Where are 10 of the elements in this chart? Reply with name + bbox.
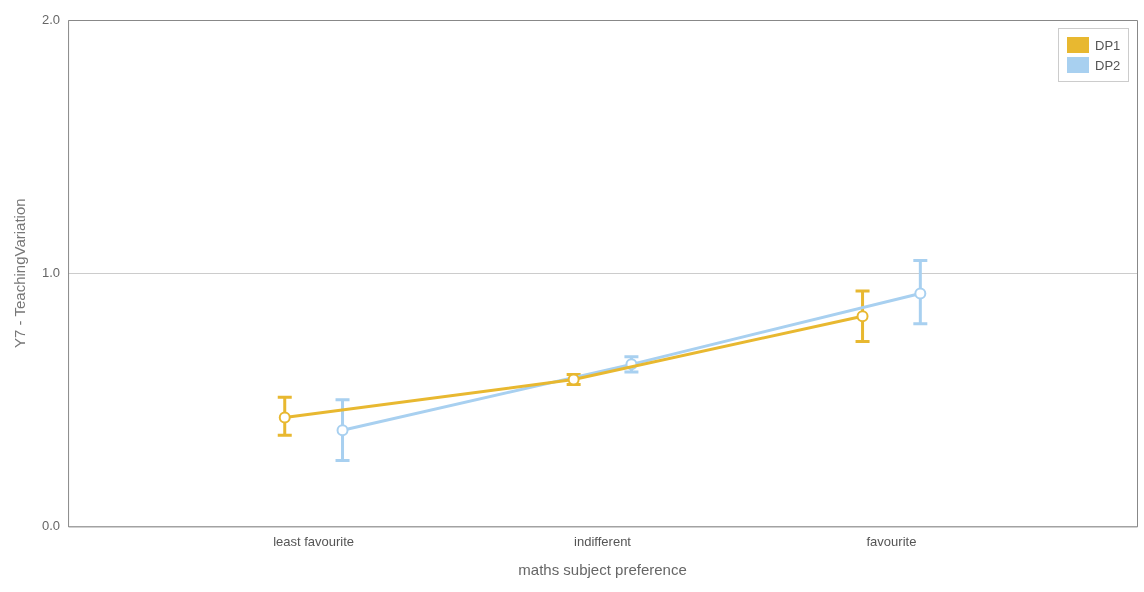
y-axis-title: Y7 - TeachingVariation bbox=[11, 198, 29, 348]
y-tick-label: 1.0 bbox=[41, 264, 61, 280]
x-tick-label: indifferent bbox=[574, 533, 632, 549]
x-tick-label: least favourite bbox=[273, 533, 355, 549]
y-tick-label: 2.0 bbox=[41, 11, 61, 27]
legend-label: DP2 bbox=[1095, 57, 1121, 73]
legend-label: DP1 bbox=[1095, 37, 1121, 53]
x-axis-title: maths subject preference bbox=[518, 561, 687, 579]
y-tick-label: 0.0 bbox=[41, 517, 61, 533]
x-tick-label: favourite bbox=[866, 533, 917, 549]
